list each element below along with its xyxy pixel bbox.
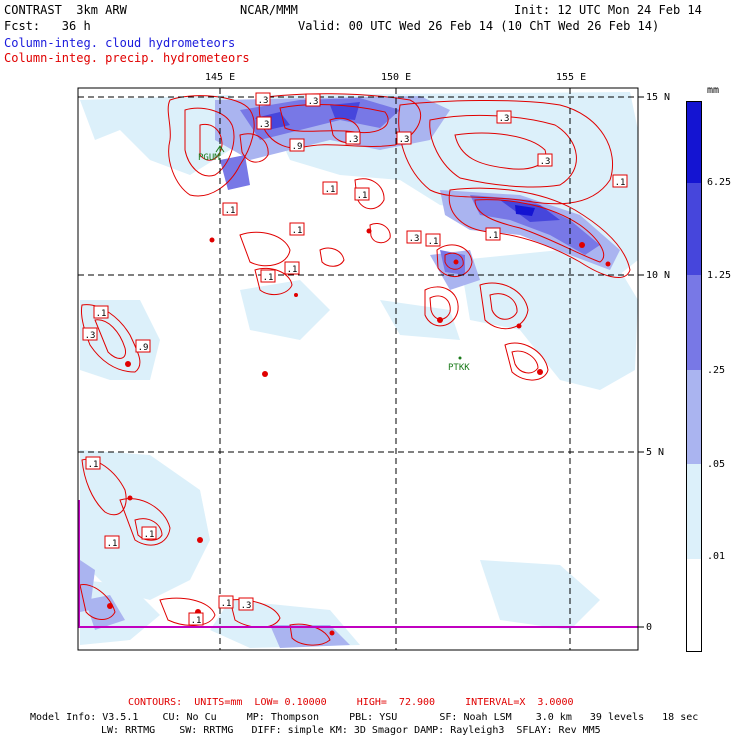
lat-label-5n: 5 N [646, 447, 665, 458]
contour-label: .1 [485, 227, 501, 241]
svg-text:.3: .3 [85, 331, 96, 341]
colorbar-label-6-25: 6.25 [707, 177, 732, 188]
contour-label: .1 [284, 261, 300, 275]
svg-text:.1: .1 [221, 599, 232, 609]
contour-label: .1 [289, 222, 305, 236]
model-title: CONTRAST 3km ARW [4, 3, 127, 17]
svg-text:.3: .3 [399, 135, 410, 145]
colorbar-bin-5 [687, 464, 701, 559]
graticule [78, 88, 638, 650]
colorbar-unit: mm [707, 85, 720, 96]
svg-text:.1: .1 [488, 231, 499, 241]
model-info-line-1: Model Info: V3.5.1 CU: No Cu MP: Thompso… [30, 712, 699, 723]
colorbar-label-0-25: .25 [707, 365, 726, 376]
svg-text:.3: .3 [499, 114, 510, 124]
heavy-precip-cores [107, 228, 611, 636]
contour-label: .3 [305, 93, 321, 107]
svg-text:.3: .3 [308, 97, 319, 107]
svg-text:.3: .3 [409, 234, 420, 244]
forecast-hour: Fcst: 36 h [4, 19, 91, 33]
svg-text:.1: .1 [615, 178, 626, 188]
contour-labels: .3 .1 .3 .3 .9 .1 .3 .1 .3 .1 .1 .3 .1 .1 .3 .9 .3 .1 .3 .1… [82, 92, 628, 626]
valid-time: Valid: 00 UTC Wed 26 Feb 14 (10 ChT Wed … [298, 19, 660, 33]
contour-label: .1 [85, 456, 101, 470]
field-cloud-title: Column-integ. cloud hydrometeors [4, 36, 236, 50]
contour-label: .3 [345, 131, 361, 145]
lon-label-155: 155 E [556, 72, 587, 83]
cloud-hydrometeor-shading [80, 92, 638, 648]
contour-label: .1 [93, 305, 109, 319]
lat-ticks [638, 96, 644, 628]
svg-text:.1: .1 [263, 273, 274, 283]
lon-label-150: 150 E [381, 72, 412, 83]
contour-label: .3 [537, 153, 553, 167]
contour-label: .1 [354, 187, 370, 201]
svg-text:.1: .1 [287, 265, 298, 275]
svg-text:.3: .3 [259, 120, 270, 130]
contour-label: .3 [256, 116, 272, 130]
lat-label-0: 0 [646, 622, 653, 633]
colorbar-label-0-05: .05 [707, 459, 726, 470]
colorbar-bin-min [687, 559, 701, 651]
init-time: Init: 12 UTC Mon 24 Feb 14 [514, 3, 702, 17]
contour-label: .1 [260, 269, 276, 283]
contour-label: .9 [289, 138, 305, 152]
lat-label-15n: 15 N [646, 92, 671, 103]
colorbar-bin-3 [687, 275, 701, 370]
station-label-ptkk: PTKK [448, 363, 470, 373]
contour-label: .1 [222, 202, 238, 216]
contour-label: .3 [406, 230, 422, 244]
contour-label: .9 [135, 339, 151, 353]
contour-label: .3 [82, 327, 98, 341]
svg-text:.1: .1 [107, 539, 118, 549]
svg-text:.1: .1 [325, 185, 336, 195]
svg-text:.1: .1 [225, 206, 236, 216]
contour-label: .3 [496, 110, 512, 124]
svg-text:.9: .9 [138, 343, 149, 353]
contour-label: .3 [255, 92, 271, 106]
colorbar-bin-4 [687, 370, 701, 464]
colorbar-bin-max [687, 102, 701, 183]
contour-label: .1 [322, 181, 338, 195]
svg-text:.1: .1 [191, 616, 202, 626]
station-marker-icon [458, 356, 462, 360]
svg-text:.3: .3 [241, 601, 252, 611]
svg-text:.3: .3 [258, 96, 269, 106]
contour-label: .1 [218, 595, 234, 609]
svg-text:.1: .1 [88, 460, 99, 470]
contour-label: .3 [396, 131, 412, 145]
colorbar-label-0-01: .01 [707, 551, 726, 562]
station-pgum: PGUM [198, 145, 225, 163]
station-label-pgum: PGUM [198, 153, 220, 163]
svg-text:.3: .3 [348, 135, 359, 145]
colorbar-label-1-25: 1.25 [707, 270, 732, 281]
contour-label: .1 [141, 526, 157, 540]
svg-text:.3: .3 [540, 157, 551, 167]
svg-text:.1: .1 [292, 226, 303, 236]
contour-label: .1 [425, 233, 441, 247]
lon-label-145: 145 E [205, 72, 236, 83]
colorbar [686, 101, 702, 652]
contour-label: .3 [238, 597, 254, 611]
contour-label: .1 [104, 535, 120, 549]
field-precip-title: Column-integ. precip. hydrometeors [4, 51, 250, 65]
svg-text:.9: .9 [292, 142, 303, 152]
svg-text:.1: .1 [144, 530, 155, 540]
lat-label-10n: 10 N [646, 270, 671, 281]
model-info-line-2: LW: RRTMG SW: RRTMG DIFF: simple KM: 3D … [101, 725, 601, 736]
svg-text:.1: .1 [357, 191, 368, 201]
station-marker-icon [215, 145, 225, 156]
contour-label: .1 [188, 612, 204, 626]
contour-info: CONTOURS: UNITS=mm LOW= 0.10000 HIGH= 72… [128, 697, 574, 708]
center-label: NCAR/MMM [240, 3, 298, 17]
svg-text:.1: .1 [96, 309, 107, 319]
contour-label: .1 [612, 174, 628, 188]
svg-text:.1: .1 [428, 237, 439, 247]
colorbar-bin-2 [687, 183, 701, 275]
station-ptkk: PTKK [448, 356, 470, 373]
map-frame [77, 87, 639, 651]
